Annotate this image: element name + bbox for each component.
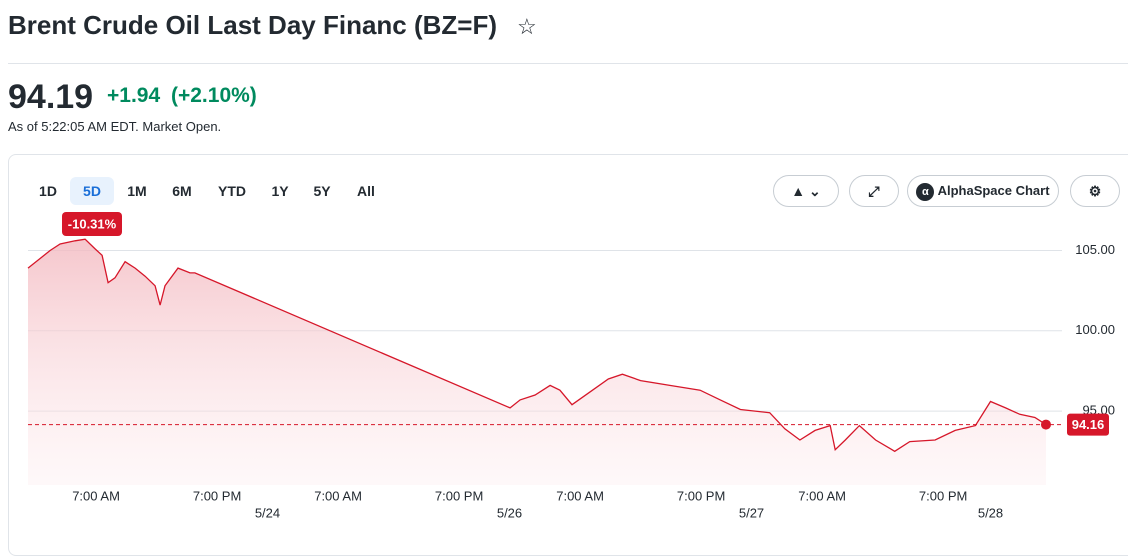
x-tick-label: 7:00 AM bbox=[798, 488, 846, 503]
price: 94.19 bbox=[8, 78, 94, 116]
alphaspace-icon: α bbox=[916, 182, 935, 201]
date-label: 5/24 bbox=[255, 505, 280, 520]
y-tick-label: 100.00 bbox=[1075, 322, 1115, 337]
fullscreen-button[interactable]: ⤢ bbox=[849, 175, 899, 207]
range-button[interactable]: 5Y bbox=[313, 183, 331, 199]
range-button[interactable]: YTD bbox=[218, 183, 246, 199]
watchlist-star[interactable]: ☆ bbox=[517, 14, 537, 39]
area-fill bbox=[28, 239, 1046, 485]
x-tick-label: 7:00 AM bbox=[72, 488, 120, 503]
change-badge-label: -10.31% bbox=[68, 216, 117, 231]
x-tick-label: 7:00 PM bbox=[919, 488, 967, 503]
current-value-label: 94.16 bbox=[1072, 417, 1105, 432]
x-tick-label: 7:00 PM bbox=[677, 488, 725, 503]
range-button[interactable]: 6M bbox=[172, 183, 192, 199]
x-tick-label: 7:00 PM bbox=[435, 488, 483, 503]
price-line bbox=[27, 238, 1047, 453]
range-button[interactable]: All bbox=[357, 183, 375, 199]
date-label: 5/26 bbox=[497, 505, 522, 520]
date-label: 5/27 bbox=[739, 505, 764, 520]
x-tick-label: 7:00 PM bbox=[193, 488, 241, 503]
change: +1.94 bbox=[107, 84, 161, 107]
chart-type-button[interactable]: ▲ ⌄ bbox=[773, 175, 839, 207]
title: Brent Crude Oil Last Day Financ (BZ=F) bbox=[8, 10, 498, 40]
range-button[interactable]: 5D bbox=[70, 177, 114, 205]
alphaspace-label: AlphaSpace Chart bbox=[937, 183, 1050, 198]
range-button[interactable]: 1Y bbox=[271, 183, 289, 199]
x-tick-label: 7:00 AM bbox=[314, 488, 362, 503]
as-of: As of 5:22:05 AM EDT. Market Open. bbox=[8, 119, 222, 134]
page: Brent Crude Oil Last Day Financ (BZ=F) ☆… bbox=[8, 10, 1128, 556]
date-label: 5/28 bbox=[978, 505, 1003, 520]
x-tick-label: 7:00 AM bbox=[556, 488, 604, 503]
alphaspace-button[interactable]: α AlphaSpace Chart bbox=[907, 175, 1059, 207]
y-tick-label: 105.00 bbox=[1075, 242, 1115, 257]
settings-button[interactable]: ⚙ bbox=[1070, 175, 1120, 207]
change-badge bbox=[62, 212, 122, 236]
range-button[interactable]: 1M bbox=[127, 183, 147, 199]
current-value-badge bbox=[1067, 413, 1109, 436]
separator bbox=[8, 63, 1128, 64]
change-percent: (+2.10%) bbox=[171, 84, 257, 107]
current-value-dot bbox=[1040, 419, 1051, 430]
range-button[interactable]: 1D bbox=[39, 183, 57, 199]
